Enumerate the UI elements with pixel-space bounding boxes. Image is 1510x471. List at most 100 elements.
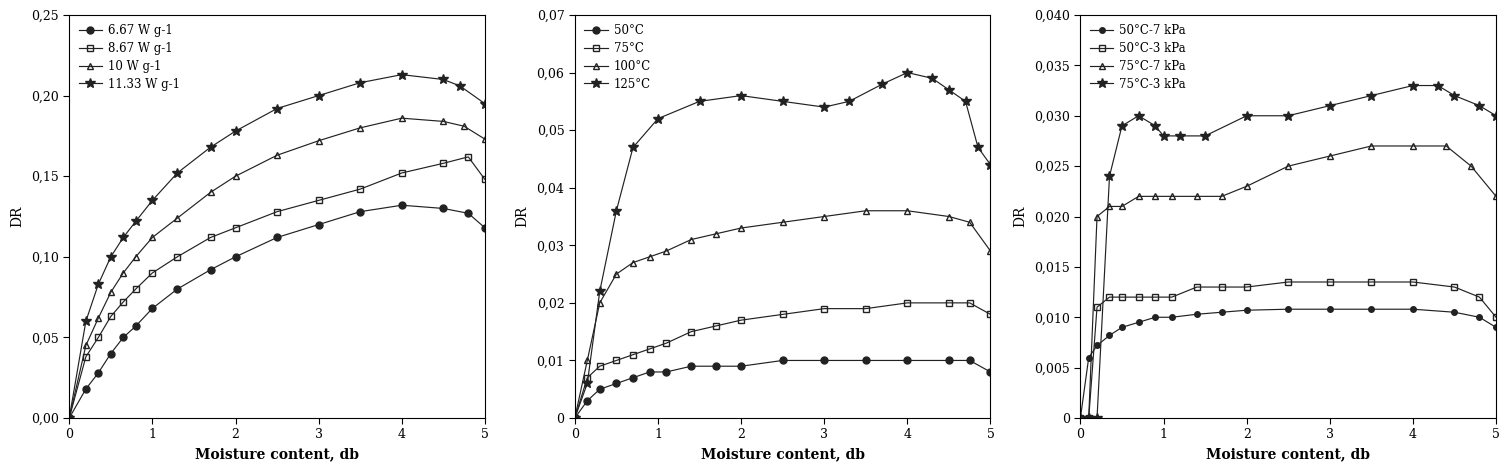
8.67 W g-1 <box>476 177 494 182</box>
100°C <box>624 260 642 265</box>
125°C <box>607 208 625 213</box>
75°C <box>898 300 917 306</box>
11.33 W g-1 <box>127 219 145 224</box>
75°C-7 kPa <box>1080 415 1098 421</box>
100°C <box>856 208 874 213</box>
11.33 W g-1 <box>435 77 453 82</box>
10 W g-1 <box>89 315 107 321</box>
10 W g-1 <box>267 153 285 158</box>
50°C <box>773 357 791 363</box>
75°C-3 kPa <box>1080 415 1098 421</box>
8.67 W g-1 <box>115 299 133 305</box>
10 W g-1 <box>226 173 245 179</box>
75°C <box>590 364 609 369</box>
Y-axis label: DR: DR <box>1013 206 1027 227</box>
10 W g-1 <box>393 115 411 121</box>
75°C <box>815 306 834 311</box>
100°C <box>640 254 658 260</box>
50°C <box>982 369 1000 375</box>
75°C-7 kPa <box>1321 153 1339 159</box>
11.33 W g-1 <box>226 128 245 134</box>
100°C <box>982 248 1000 254</box>
6.67 W g-1 <box>435 206 453 211</box>
50°C-7 kPa <box>1163 315 1181 320</box>
75°C-3 kPa <box>1428 83 1447 89</box>
100°C <box>898 208 917 213</box>
75°C <box>707 323 725 329</box>
6.67 W g-1 <box>459 211 477 216</box>
50°C-7 kPa <box>1080 355 1098 360</box>
75°C-3 kPa <box>1238 113 1256 119</box>
50°C-7 kPa <box>1238 308 1256 313</box>
75°C-7 kPa <box>1238 184 1256 189</box>
125°C <box>815 104 834 110</box>
75°C-3 kPa <box>1113 123 1131 129</box>
50°C <box>566 415 584 421</box>
50°C <box>607 381 625 386</box>
Line: 75°C-7 kPa: 75°C-7 kPa <box>1077 143 1499 422</box>
75°C <box>640 346 658 352</box>
75°C <box>982 311 1000 317</box>
10 W g-1 <box>101 290 119 295</box>
50°C-3 kPa <box>1404 279 1422 285</box>
50°C-7 kPa <box>1471 315 1489 320</box>
75°C-7 kPa <box>1163 194 1181 199</box>
50°C <box>578 398 596 404</box>
125°C <box>624 145 642 150</box>
50°C <box>640 369 658 375</box>
50°C-3 kPa <box>1163 294 1181 300</box>
10 W g-1 <box>201 189 219 195</box>
75°C-7 kPa <box>1188 194 1206 199</box>
125°C <box>969 145 988 150</box>
100°C <box>607 271 625 277</box>
11.33 W g-1 <box>267 106 285 111</box>
Line: 125°C: 125°C <box>569 68 995 423</box>
75°C-7 kPa <box>1071 415 1089 421</box>
50°C-3 kPa <box>1279 279 1297 285</box>
75°C-3 kPa <box>1146 123 1164 129</box>
10 W g-1 <box>352 125 370 130</box>
X-axis label: Moisture content, db: Moisture content, db <box>195 447 359 461</box>
8.67 W g-1 <box>393 170 411 176</box>
75°C-7 kPa <box>1089 214 1107 219</box>
11.33 W g-1 <box>101 254 119 260</box>
Line: 10 W g-1: 10 W g-1 <box>66 115 488 422</box>
11.33 W g-1 <box>393 72 411 77</box>
11.33 W g-1 <box>201 145 219 150</box>
75°C-3 kPa <box>1445 93 1463 98</box>
6.67 W g-1 <box>101 351 119 357</box>
75°C <box>773 311 791 317</box>
50°C <box>707 364 725 369</box>
6.67 W g-1 <box>310 222 328 227</box>
6.67 W g-1 <box>143 306 162 311</box>
Y-axis label: DR: DR <box>11 206 24 227</box>
Line: 100°C: 100°C <box>571 207 994 422</box>
75°C-3 kPa <box>1196 133 1214 139</box>
11.33 W g-1 <box>476 101 494 106</box>
Line: 11.33 W g-1: 11.33 W g-1 <box>65 70 489 423</box>
50°C-7 kPa <box>1445 309 1463 315</box>
10 W g-1 <box>143 235 162 240</box>
75°C-3 kPa <box>1279 113 1297 119</box>
50°C <box>657 369 675 375</box>
75°C <box>566 415 584 421</box>
10 W g-1 <box>115 270 133 276</box>
75°C <box>624 352 642 357</box>
10 W g-1 <box>168 215 186 221</box>
50°C-7 kPa <box>1089 343 1107 349</box>
50°C-3 kPa <box>1238 284 1256 290</box>
Legend: 50°C-7 kPa, 50°C-3 kPa, 75°C-7 kPa, 75°C-3 kPa: 50°C-7 kPa, 50°C-3 kPa, 75°C-7 kPa, 75°C… <box>1086 21 1190 94</box>
100°C <box>683 237 701 243</box>
50°C-3 kPa <box>1089 304 1107 310</box>
125°C <box>732 93 750 98</box>
6.67 W g-1 <box>60 415 79 421</box>
8.67 W g-1 <box>459 154 477 160</box>
8.67 W g-1 <box>310 197 328 203</box>
50°C-3 kPa <box>1487 315 1505 320</box>
50°C <box>898 357 917 363</box>
Y-axis label: DR: DR <box>515 206 530 227</box>
125°C <box>649 116 667 122</box>
11.33 W g-1 <box>115 235 133 240</box>
75°C-7 kPa <box>1213 194 1231 199</box>
125°C <box>873 81 891 87</box>
